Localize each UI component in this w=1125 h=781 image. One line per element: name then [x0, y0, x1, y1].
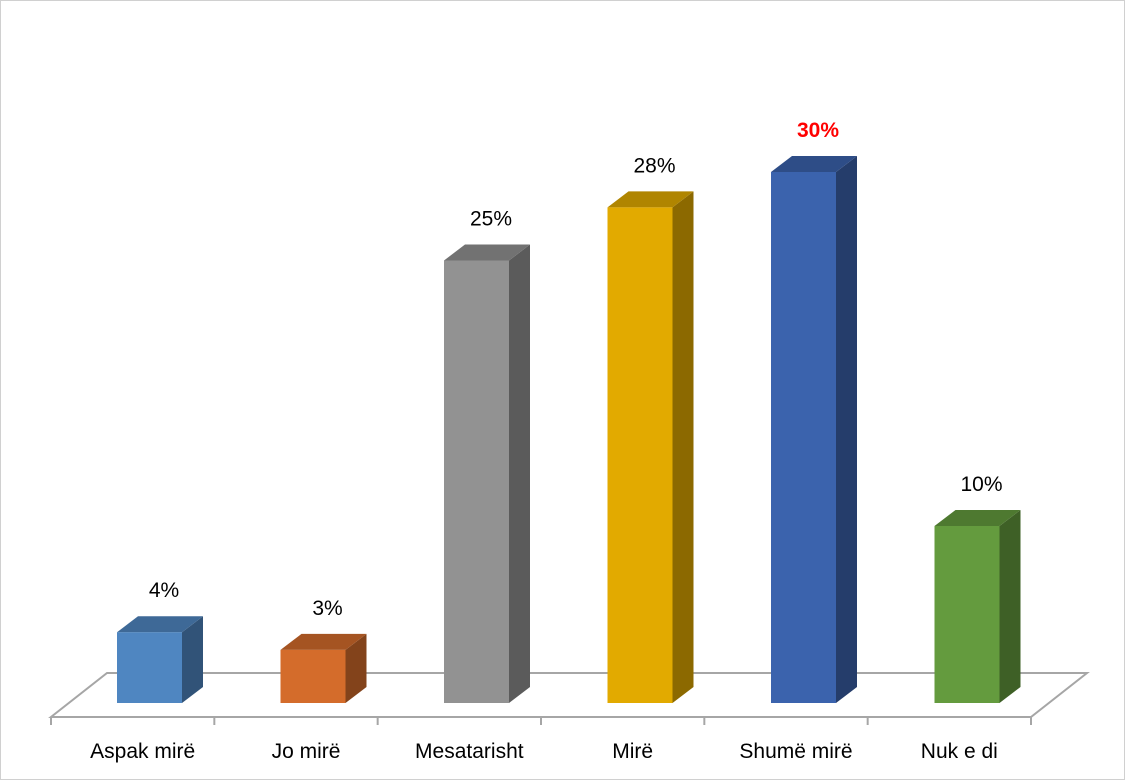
category-label: Nuk e di [921, 740, 998, 763]
bar-front-face [607, 207, 673, 703]
data-label: 4% [149, 579, 179, 602]
bar-side-face [836, 156, 857, 703]
bar [607, 191, 694, 703]
bar-front-face [771, 172, 836, 703]
bar-front-face [117, 632, 182, 703]
data-label: 10% [960, 473, 1002, 496]
bar [117, 616, 203, 703]
data-label: 30% [797, 119, 839, 142]
bar-top-face [607, 191, 694, 208]
category-label: Jo mirë [272, 740, 341, 763]
bar-front-face [444, 260, 509, 703]
labels-group: 4% Aspak mirë 3% Jo mirë 25% Mesatarisht 28% Mi… [90, 119, 1002, 763]
data-label: 28% [633, 154, 675, 177]
category-label: Mirë [612, 740, 653, 763]
bar-top-face [444, 244, 530, 261]
bar-top-face [934, 510, 1021, 526]
bar-front-face [934, 526, 1000, 703]
floor-plane [48, 672, 1090, 718]
bar [280, 633, 367, 703]
chart-floor [48, 672, 1090, 725]
bar-side-face [182, 616, 203, 703]
bar-side-face [509, 244, 530, 703]
bar [934, 510, 1021, 703]
bars-group [117, 156, 1021, 703]
bar-top-face [771, 156, 857, 172]
bar [444, 244, 530, 703]
bar [771, 156, 857, 703]
bar-side-face [345, 633, 367, 703]
data-label: 3% [312, 597, 342, 620]
bar-top-face [280, 633, 367, 650]
bar-side-face [672, 191, 694, 703]
bar-front-face [280, 649, 346, 703]
data-label: 25% [470, 208, 512, 231]
category-label: Aspak mirë [90, 740, 195, 763]
bar-top-face [117, 616, 203, 633]
bar-side-face [999, 510, 1021, 703]
category-label: Mesatarisht [415, 740, 524, 763]
category-label: Shumë mirë [739, 740, 852, 763]
